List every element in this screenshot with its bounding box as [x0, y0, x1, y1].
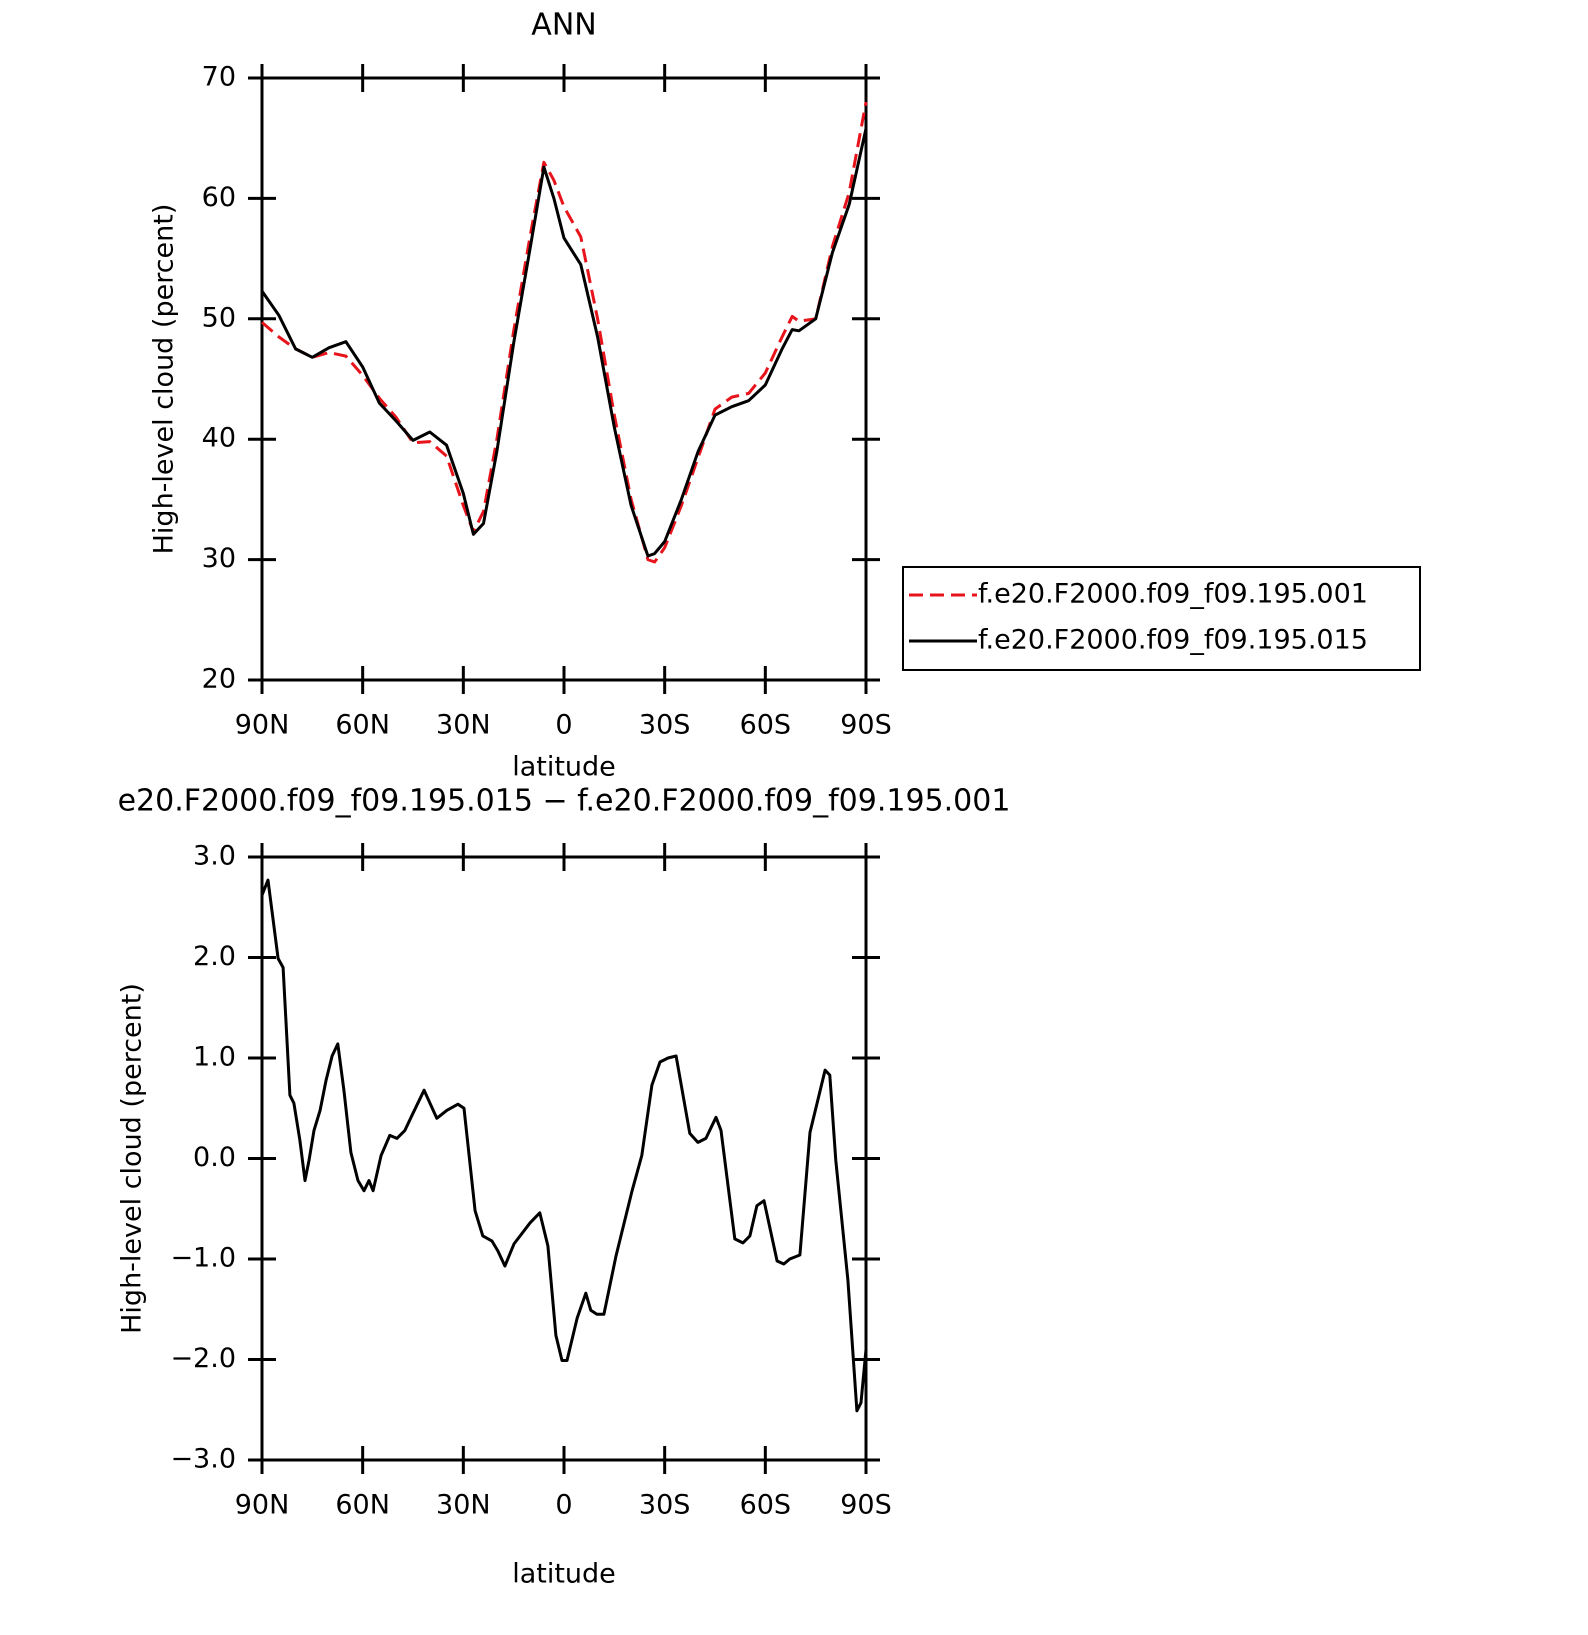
x-tick-label: 30S — [639, 710, 691, 741]
y-tick-label: 0.0 — [193, 1142, 236, 1173]
panel: e20.F2000.f09_f09.195.015 − f.e20.F2000.… — [117, 784, 1011, 1590]
x-axis-label: latitude — [512, 1559, 616, 1590]
chart-title: ANN — [531, 8, 596, 43]
plot-frame — [260, 855, 868, 1462]
x-tick-label: 60S — [740, 710, 792, 741]
x-tick-label: 60N — [335, 710, 390, 741]
x-tick-label: 0 — [555, 1490, 572, 1521]
x-tick-label: 90N — [235, 710, 290, 741]
data-line — [260, 128, 868, 558]
x-tick-label: 90N — [235, 1490, 290, 1521]
y-axis-label: High-level cloud (percent) — [117, 983, 148, 1334]
x-tick-label: 60S — [740, 1490, 792, 1521]
y-tick-label: 50 — [202, 302, 236, 333]
y-tick-label: 20 — [202, 664, 236, 695]
legend: f.e20.F2000.f09_f09.195.001 f.e20.F2000.f… — [902, 566, 1421, 671]
data-line — [260, 878, 868, 1413]
y-tick-label: −3.0 — [170, 1444, 236, 1475]
y-tick-label: −2.0 — [170, 1343, 236, 1374]
y-tick-label: 70 — [202, 62, 236, 93]
y-tick-label: 60 — [202, 182, 236, 213]
y-tick-label: −1.0 — [170, 1243, 236, 1274]
x-tick-label: 60N — [335, 1490, 390, 1521]
y-tick-label: 30 — [202, 543, 236, 574]
chart-title: e20.F2000.f09_f09.195.015 − f.e20.F2000.… — [118, 784, 1011, 819]
x-tick-label: 0 — [555, 710, 572, 741]
x-tick-label: 30N — [436, 710, 491, 741]
legend-label: f.e20.F2000.f09_f09.195.015 — [978, 625, 1368, 656]
y-tick-label: 3.0 — [193, 841, 236, 872]
x-tick-label: 30S — [639, 1490, 691, 1521]
y-tick-label: 1.0 — [193, 1042, 236, 1073]
data-line — [261, 101, 868, 564]
panel: ANN latitude High-level cloud (percent) 20 3… — [149, 8, 1421, 783]
x-tick-label: 30N — [436, 1490, 491, 1521]
y-axis-label: High-level cloud (percent) — [149, 204, 180, 555]
legend-label: f.e20.F2000.f09_f09.195.001 — [978, 579, 1368, 610]
x-tick-label: 90S — [840, 710, 892, 741]
y-tick-label: 40 — [202, 423, 236, 454]
y-tick-label: 2.0 — [193, 941, 236, 972]
x-axis-label: latitude — [512, 752, 616, 783]
legend-frame — [902, 566, 1421, 671]
x-tick-label: 90S — [840, 1490, 892, 1521]
plot-frame — [260, 76, 868, 682]
